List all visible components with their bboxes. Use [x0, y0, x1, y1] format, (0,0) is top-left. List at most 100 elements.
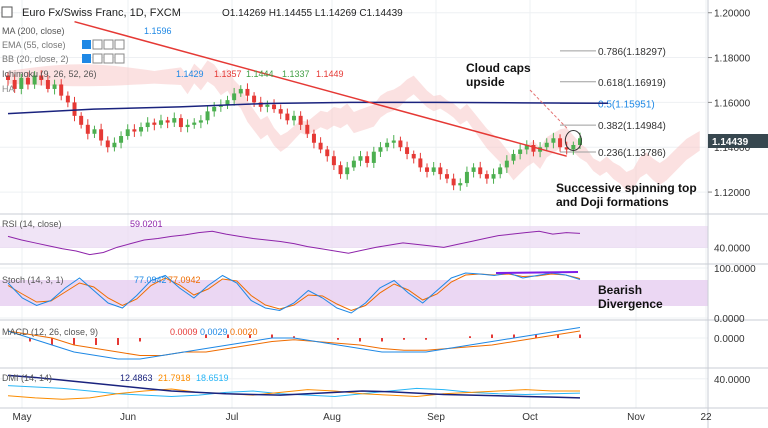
candle-body: [411, 153, 416, 159]
candle-body: [292, 115, 296, 121]
fib-label: 0.5(1.15951): [598, 99, 655, 110]
candle-body: [558, 138, 563, 148]
ha-legend[interactable]: HA: [2, 84, 15, 94]
candle-body: [464, 171, 469, 184]
fib-label: 0.786(1.18297): [598, 47, 666, 58]
candlesticks: [6, 70, 582, 345]
dmi-legend[interactable]: DMI (14, 14): [2, 373, 52, 383]
candle-body: [72, 102, 77, 116]
candle-body: [391, 140, 396, 143]
x-tick-label: Oct: [522, 412, 538, 423]
candle-body: [405, 147, 410, 154]
candle-body: [152, 122, 157, 125]
candle-body: [178, 118, 183, 128]
divergence-line: [495, 271, 579, 274]
settings-icon[interactable]: [92, 39, 103, 50]
candle-body: [338, 165, 343, 175]
candle-body: [278, 109, 283, 114]
candle-body: [172, 118, 177, 123]
rsi-band: [0, 226, 708, 248]
candle-body: [32, 75, 37, 85]
candle-body: [238, 88, 243, 94]
candle-body: [444, 174, 449, 179]
ema-legend[interactable]: EMA (55, close): [2, 40, 66, 50]
fib-label: 0.236(1.13786): [598, 148, 666, 159]
indicator-lines: [7, 20, 609, 400]
candle-body: [252, 95, 257, 103]
fibonacci-levels: 0.786(1.18297) 0.618(1.16919) 0.5(1.15951)…: [560, 47, 666, 159]
candle-body: [79, 115, 84, 125]
candle-body: [311, 133, 316, 143]
candle-body: [365, 156, 370, 163]
candle-body: [258, 102, 263, 107]
cloud-caps-arrow: [529, 89, 569, 130]
candle-body: [524, 144, 529, 150]
more-icon[interactable]: [114, 39, 125, 50]
candle-body: [471, 167, 476, 172]
candle-body: [451, 178, 456, 186]
x-tick-label: Nov: [627, 412, 645, 423]
candle-body: [232, 93, 237, 101]
more-icon[interactable]: [114, 53, 125, 64]
ma-legend[interactable]: MA (200, close): [2, 26, 65, 36]
candle-body: [491, 174, 496, 179]
candle-body: [92, 129, 97, 134]
candle-body: [212, 106, 217, 112]
candle-body: [52, 84, 57, 89]
eye-icon[interactable]: [82, 40, 91, 49]
price-axis[interactable]: 1.20000 1.18000 1.16000 1.14000 1.12000 40.00…: [708, 9, 756, 386]
x-tick-label: Aug: [323, 412, 341, 423]
rsi-value: 59.0201: [130, 219, 163, 229]
candle-body: [165, 120, 170, 123]
candle-body: [531, 144, 536, 152]
candle-body: [112, 142, 117, 148]
candle-body: [158, 120, 163, 125]
ma200-line: [7, 101, 609, 115]
ohlc-readout: O1.14269 H1.14455 L1.14269 C1.14439: [222, 8, 403, 19]
candle-body: [132, 129, 137, 132]
candle-body: [358, 156, 363, 161]
stoch-band: [0, 280, 708, 306]
close-icon[interactable]: [103, 39, 114, 50]
candle-body: [398, 140, 403, 148]
candle-body: [265, 104, 270, 107]
candle-body: [425, 167, 430, 172]
time-axis[interactable]: May Jun Jul Aug Sep Oct Nov 22: [13, 412, 712, 423]
candle-body: [551, 138, 556, 143]
candle-body: [484, 174, 489, 179]
legend-controls: [82, 39, 125, 64]
candle-body: [65, 95, 70, 103]
y-tick-label: 1.16000: [714, 98, 751, 109]
dmi-pane: [0, 368, 708, 408]
annotation-spinning-top: and Doji formations: [556, 195, 669, 209]
stoch-legend[interactable]: Stoch (14, 3, 1): [2, 275, 64, 285]
candle-body: [325, 149, 330, 157]
rsi-tick-label: 40.0000: [714, 243, 751, 254]
candle-body: [418, 158, 423, 168]
ichimoku-value-5: 1.1449: [316, 69, 344, 79]
collapse-legend-icon[interactable]: [1, 6, 13, 18]
x-tick-label: 22: [700, 412, 712, 423]
eye-icon[interactable]: [82, 54, 91, 63]
bb-legend[interactable]: BB (20, close, 2): [2, 54, 69, 64]
macd-legend[interactable]: MACD (12, 26, close, 9): [2, 327, 98, 337]
rsi-legend[interactable]: RSI (14, close): [2, 219, 62, 229]
close-icon[interactable]: [103, 53, 114, 64]
y-tick-label: 1.20000: [714, 9, 751, 20]
settings-icon[interactable]: [92, 53, 103, 64]
macd-tick-label: 0.0000: [714, 334, 745, 345]
stoch-d-value: 77.0942: [168, 275, 201, 285]
ichimoku-legend[interactable]: Ichimoku (9, 26, 52, 26): [2, 69, 97, 79]
stoch-tick-label: 100.0000: [714, 264, 756, 275]
candle-body: [318, 142, 323, 150]
rsi-line: [7, 230, 581, 256]
current-price: 1.14439: [712, 137, 749, 148]
candle-body: [285, 113, 290, 121]
candle-body: [139, 127, 144, 132]
y-tick-label: 1.18000: [714, 54, 751, 65]
symbol-title: Euro Fx/Swiss Franc, 1D, FXCM: [22, 7, 181, 19]
indicator-bands: [0, 226, 708, 306]
price-tag-bg: [708, 134, 768, 148]
candle-body: [12, 79, 17, 89]
